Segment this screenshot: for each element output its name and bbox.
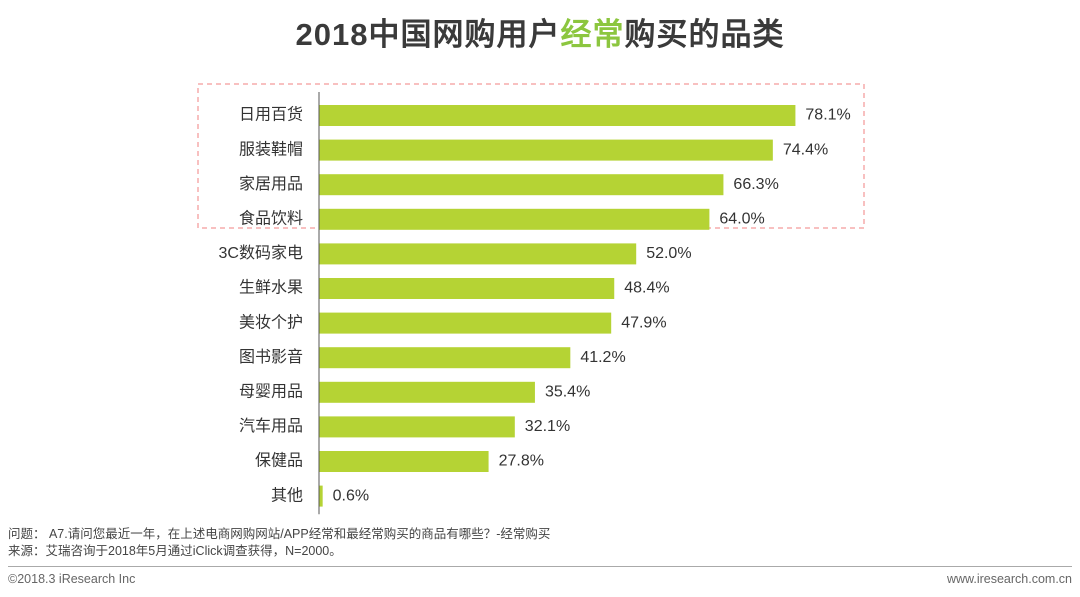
copyright-text: ©2018.3 iResearch Inc	[8, 572, 136, 586]
bar-chart: 日用百货 78.1% 服装鞋帽 74.4% 家居用品 66.3% 食品饮料 64.0% 3C数码…	[197, 83, 865, 515]
title-highlight: 经常	[560, 17, 625, 52]
bar-5	[319, 278, 615, 299]
value-label-1: 74.4%	[783, 141, 828, 158]
bar-0	[319, 105, 796, 126]
value-label-11: 0.6%	[333, 487, 369, 504]
bar-11	[319, 485, 323, 507]
bar-7	[319, 347, 571, 369]
value-label-10: 27.8%	[499, 453, 544, 470]
value-label-4: 52.0%	[646, 245, 691, 262]
value-label-5: 48.4%	[624, 280, 669, 297]
value-label-3: 64.0%	[719, 211, 764, 228]
bar-10	[319, 451, 489, 472]
bar-1	[319, 139, 773, 161]
category-label-4: 3C数码家电	[219, 244, 303, 262]
question-note: 问题： A7.请问您最近一年，在上述电商网购网站/APP经常和最经常购买的商品有…	[8, 527, 551, 541]
category-label-1: 服装鞋帽	[239, 140, 303, 158]
chart-title: 2018中国网购用户经常购买的品类	[0, 10, 1080, 60]
value-label-7: 41.2%	[580, 349, 625, 366]
bar-6	[319, 312, 612, 334]
category-label-8: 母婴用品	[239, 384, 303, 401]
bar-9	[319, 416, 515, 438]
bar-3	[319, 208, 710, 230]
value-label-2: 66.3%	[733, 176, 778, 193]
category-label-3: 食品饮料	[239, 210, 303, 228]
category-label-7: 图书影音	[239, 348, 303, 366]
value-label-9: 32.1%	[525, 418, 570, 435]
title-part1: 2018中国网购用户	[295, 17, 561, 52]
category-label-5: 生鲜水果	[239, 279, 303, 297]
title-part2: 购买的品类	[624, 17, 785, 52]
bar-8	[319, 381, 535, 403]
website-link[interactable]: www.iresearch.com.cn	[946, 572, 1072, 586]
category-label-11: 其他	[271, 486, 303, 504]
category-label-0: 日用百货	[239, 106, 303, 124]
footer-divider	[8, 566, 1072, 567]
bar-4	[319, 243, 637, 265]
bar-2	[319, 174, 724, 196]
source-note: 来源：艾瑞咨询于2018年5月通过iClick调查获得，N=2000。	[8, 544, 342, 558]
value-label-8: 35.4%	[545, 384, 590, 401]
category-label-10: 保健品	[255, 452, 303, 470]
value-label-6: 47.9%	[621, 314, 666, 331]
value-label-0: 78.1%	[805, 107, 850, 124]
category-label-9: 汽车用品	[239, 417, 303, 435]
category-label-6: 美妆个护	[239, 313, 303, 331]
category-label-2: 家居用品	[239, 175, 303, 193]
